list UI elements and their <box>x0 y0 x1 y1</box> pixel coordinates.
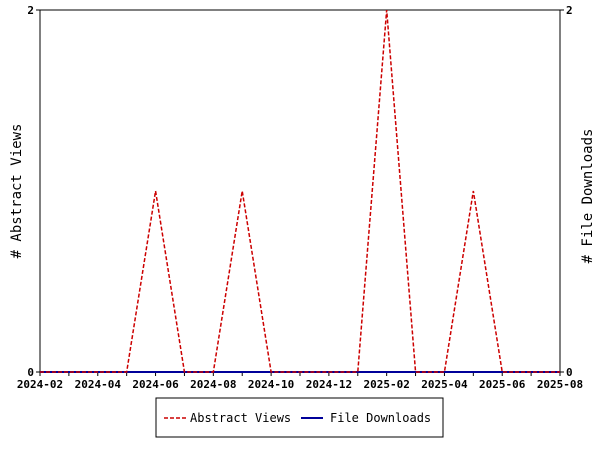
x-tick-label: 2024-04 <box>75 378 122 391</box>
x-tick-label: 2024-10 <box>248 378 294 391</box>
series-layer <box>40 9 560 373</box>
x-tick-label: 2024-12 <box>306 378 352 391</box>
x-tick-label: 2024-06 <box>132 378 179 391</box>
y-axis-title-left: # Abstract Views <box>9 124 25 259</box>
x-tick-label: 2024-08 <box>190 378 236 391</box>
y-axis-title-right: # File Downloads <box>580 129 596 264</box>
plot-area <box>39 9 561 373</box>
legend-label-abstract-views: Abstract Views <box>190 411 291 425</box>
x-axis: 2024-02 2024-04 2024-06 2024-08 2024-10 2024-… <box>17 372 583 391</box>
x-tick-label: 2024-02 <box>17 378 63 391</box>
y-tick-label-left: 2 <box>27 4 34 17</box>
y-tick-label-right: 0 <box>566 366 573 379</box>
legend-label-file-downloads: File Downloads <box>330 411 431 425</box>
legend-box <box>155 397 444 438</box>
x-tick-label: 2025-04 <box>421 378 468 391</box>
x-tick-label: 2025-08 <box>537 378 583 391</box>
legend: Abstract Views File Downloads <box>155 397 444 438</box>
y-axis: 0 2 0 2 <box>27 4 572 379</box>
y-tick-label-right: 2 <box>566 4 573 17</box>
x-tick-label: 2025-02 <box>363 378 409 391</box>
x-tick-label: 2025-06 <box>479 378 526 391</box>
series-line-abstract-views <box>40 9 560 373</box>
y-tick-label-left: 0 <box>27 366 34 379</box>
